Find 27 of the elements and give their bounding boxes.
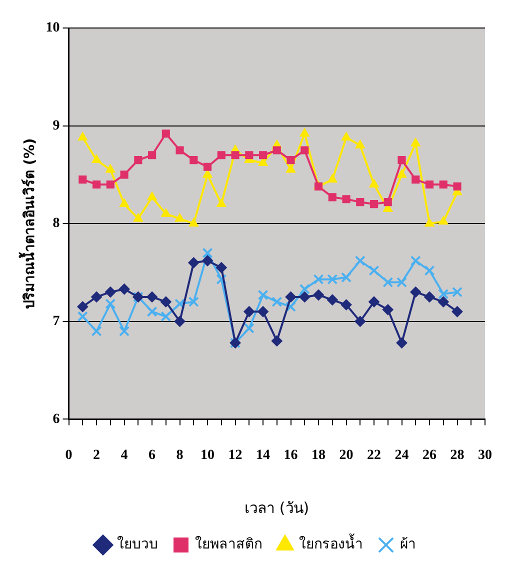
x-tick-label: 4 bbox=[120, 448, 128, 464]
y-tick-label: 6 bbox=[52, 412, 60, 427]
x-tick-label: 8 bbox=[176, 448, 184, 464]
x-tick-label: 22 bbox=[367, 448, 382, 464]
x-tick-label: 0 bbox=[65, 448, 72, 464]
x-tick-label: 12 bbox=[228, 448, 242, 464]
x-tick-label: 28 bbox=[450, 448, 464, 464]
legend-label: ใยพลาสติก bbox=[195, 536, 262, 553]
legend-label: ใยบวบ bbox=[117, 536, 158, 553]
x-tick-label: 26 bbox=[422, 448, 437, 464]
y-tick-label: 9 bbox=[52, 118, 60, 134]
x-tick-label: 16 bbox=[284, 448, 298, 464]
x-tick-label: 2 bbox=[93, 448, 100, 464]
y-tick-label: 7 bbox=[52, 314, 60, 330]
legend-label: ใยกรองน้ำ bbox=[299, 534, 363, 553]
y-axis-title: ปริมาณน้ำตาลอินเวิร์ต (%) bbox=[18, 138, 38, 309]
x-tick-label: 6 bbox=[148, 448, 156, 464]
x-tick-label: 14 bbox=[256, 448, 270, 464]
x-axis-title: เวลา (วัน) bbox=[244, 498, 310, 517]
x-tick-label: 30 bbox=[478, 448, 492, 464]
x-tick-label: 18 bbox=[312, 448, 326, 464]
y-tick-label: 10 bbox=[46, 20, 60, 36]
x-tick-label: 24 bbox=[394, 448, 409, 464]
y-tick-label: 8 bbox=[52, 216, 60, 232]
x-tick-label: 20 bbox=[339, 448, 354, 464]
x-tick-label: 10 bbox=[200, 448, 215, 464]
legend-label: ผ้า bbox=[400, 536, 416, 553]
